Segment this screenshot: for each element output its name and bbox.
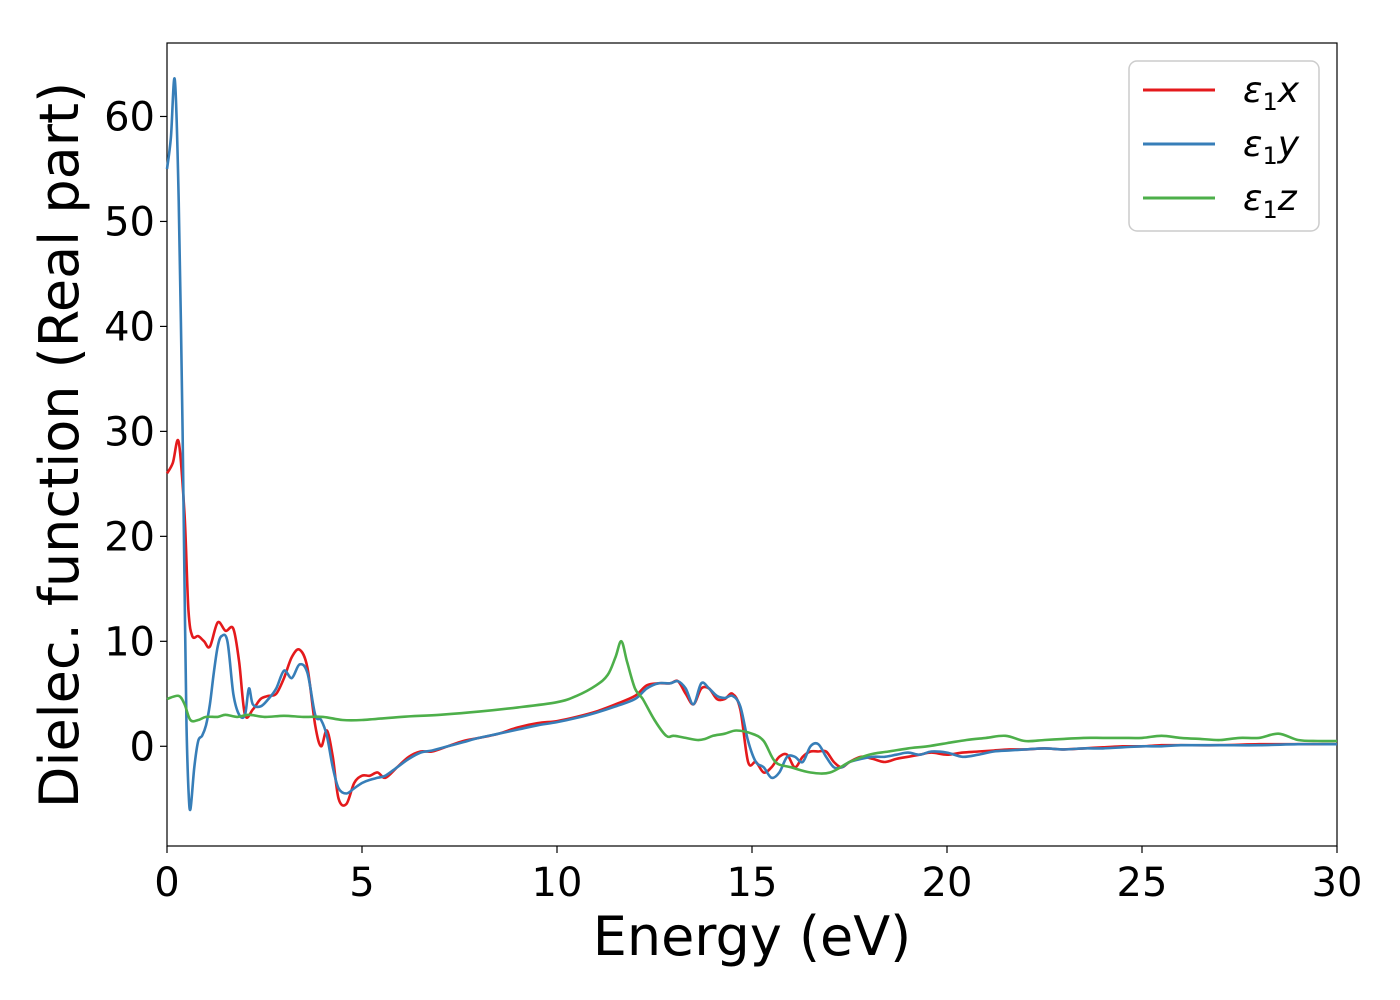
y-axis: 0 10 20 30 40 50 60 — [104, 94, 167, 770]
y-tick-label: 60 — [104, 94, 155, 140]
series-layer — [165, 77, 1338, 812]
x-tick-label: 5 — [349, 860, 374, 906]
legend: ε1x ε1y ε1z — [1128, 60, 1320, 232]
series-line-z — [166, 639, 1338, 775]
y-tick-label: 20 — [104, 514, 155, 560]
x-tick-label: 15 — [727, 860, 778, 906]
series-line-y — [165, 77, 1338, 812]
x-tick-label: 10 — [532, 860, 583, 906]
legend-label-z: ε1z — [1243, 178, 1298, 224]
y-tick-label: 10 — [104, 619, 155, 665]
legend-label-x: ε1x — [1243, 70, 1300, 116]
legend-label-y: ε1y — [1243, 124, 1300, 170]
y-tick-label: 0 — [130, 724, 155, 770]
y-axis-title: Dielec. function (Real part) — [28, 82, 91, 808]
y-tick-label: 50 — [104, 199, 155, 245]
x-axis: 0 5 10 15 20 25 30 — [154, 846, 1362, 906]
y-tick-label: 30 — [104, 409, 155, 455]
x-tick-label: 30 — [1312, 860, 1363, 906]
x-tick-label: 0 — [154, 860, 179, 906]
x-axis-title: Energy (eV) — [593, 905, 912, 968]
x-tick-label: 25 — [1117, 860, 1168, 906]
x-tick-label: 20 — [922, 860, 973, 906]
legend-box — [1128, 60, 1320, 232]
y-tick-label: 40 — [104, 304, 155, 350]
